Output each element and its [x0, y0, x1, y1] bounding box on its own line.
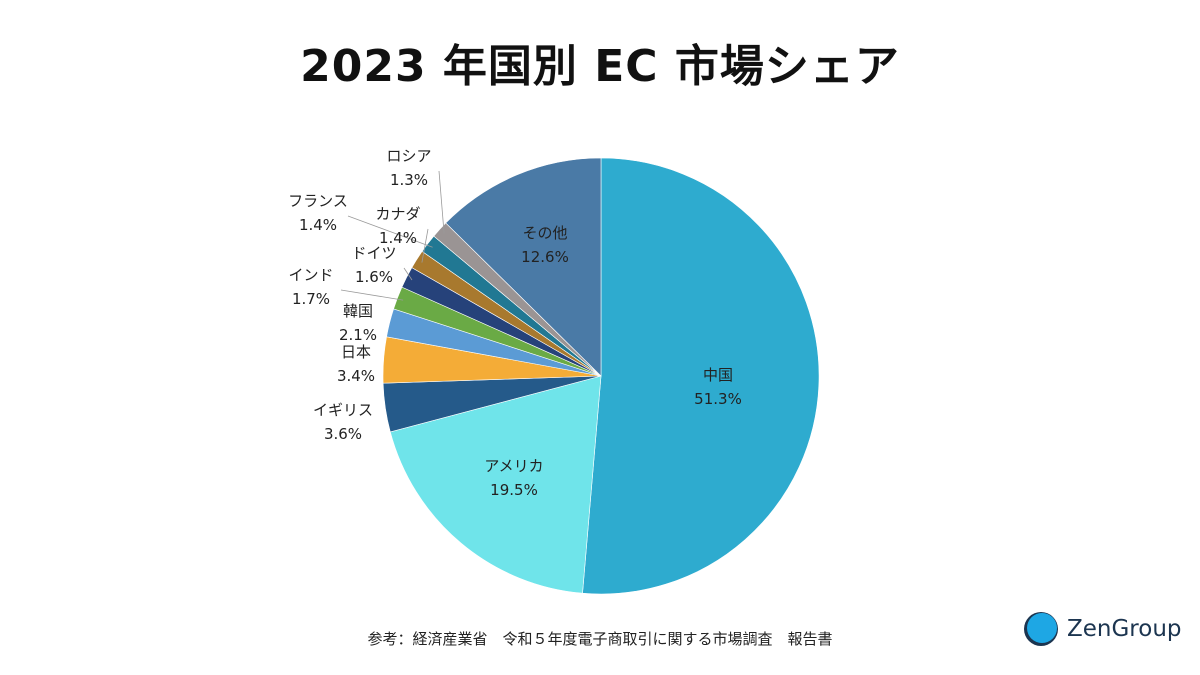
pie-slices [382, 157, 820, 595]
slice-category-label: カナダ [375, 205, 420, 223]
leader-line-7 [403, 267, 413, 281]
slice-value-label: 1.3% [390, 171, 428, 189]
slice-category-label: 韓国 [343, 302, 373, 320]
slice-value-label: 1.6% [355, 268, 393, 286]
pie-slice-1 [582, 157, 820, 595]
slice-category-label: その他 [522, 224, 567, 242]
slice-category-label: インド [288, 266, 333, 284]
slice-value-label: 12.6% [521, 248, 569, 266]
slice-category-label: イギリス [313, 401, 373, 419]
slice-value-label: 1.4% [379, 229, 417, 247]
slice-category-label: アメリカ [484, 457, 543, 475]
leader-line-10 [438, 170, 445, 234]
slice-category-label: 日本 [341, 343, 371, 361]
logo-text: ZenGroup [1067, 616, 1182, 642]
pie-slice-11 [445, 157, 602, 377]
slice-value-label: 2.1% [339, 326, 377, 344]
slice-category-label: 中国 [703, 366, 733, 384]
leader-line-6 [340, 289, 404, 301]
slice-category-label: ドイツ [351, 244, 396, 262]
leader-line-9 [347, 215, 433, 248]
slice-value-label: 1.4% [299, 216, 337, 234]
slice-value-label: 51.3% [694, 390, 742, 408]
leader-line-8 [421, 228, 429, 263]
slice-value-label: 3.6% [324, 425, 362, 443]
chart-title: 2023 年国別 EC 市場シェア [300, 41, 900, 92]
slice-value-label: 1.7% [292, 290, 330, 308]
pie-slice-2 [389, 375, 602, 594]
slice-value-label: 19.5% [490, 481, 538, 499]
slice-category-label: ロシア [386, 147, 431, 165]
brand-logo: ZenGroup [1023, 611, 1182, 647]
slice-value-label: 3.4% [337, 367, 375, 385]
zengroup-logo-icon [1024, 612, 1058, 646]
source-footnote: 参考：経済産業省 令和５年度電子商取引に関する市場調査 報告書 [367, 630, 833, 648]
slice-labels: 中国 51.3% アメリカ 19.5% イギリス 3.6% 日本 3.4% 韓国 2.1% インド 1… [288, 147, 742, 499]
leader-lines [340, 170, 445, 301]
slice-category-label: フランス [288, 192, 348, 210]
